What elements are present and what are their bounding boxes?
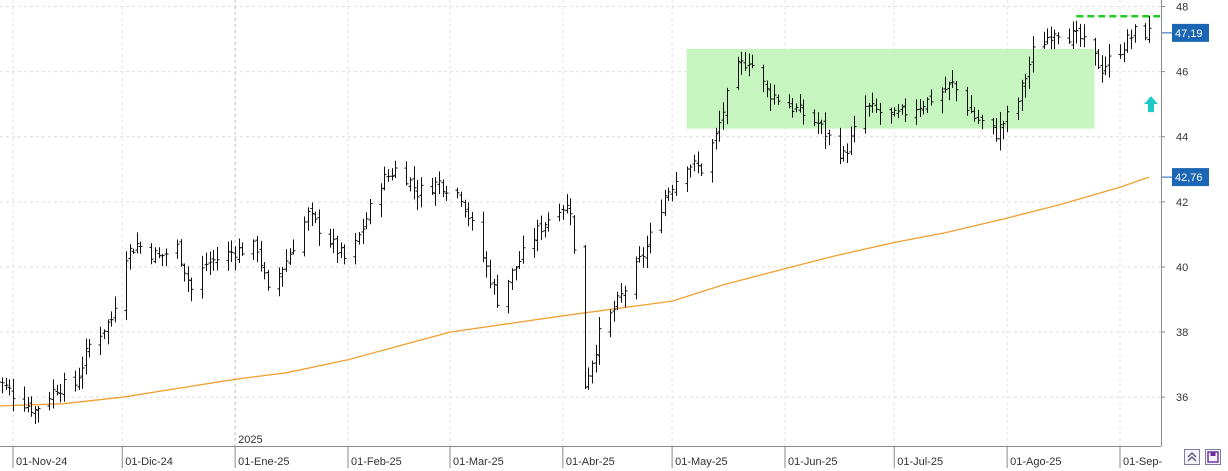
y-tick-label: 48 xyxy=(1176,2,1188,14)
last-price-tag-background xyxy=(1172,23,1209,42)
price-tags: 47,19 42,76 xyxy=(1144,23,1209,187)
y-tick-label: 42 xyxy=(1176,197,1188,209)
y-tick-label: 46 xyxy=(1176,67,1188,79)
x-axis: 01-Nov-24 01-Dic-24 01-Ene-25 01-Feb-25 01-M… xyxy=(12,434,1162,468)
y-axis: 36 38 40 42 44 46 48 xyxy=(1161,2,1188,404)
x-tick-label: 01-Ago-25 xyxy=(1010,456,1061,468)
x-tick-label: 01-Ene-25 xyxy=(238,456,289,468)
x-tick-label: 01-Sep- xyxy=(1123,456,1162,468)
moving-average-tag-background xyxy=(1172,168,1209,187)
double-chevron-up-icon[interactable] xyxy=(1184,449,1200,465)
x-tick-label: 01-Nov-24 xyxy=(16,456,67,468)
price-bars xyxy=(0,15,1152,424)
annotations xyxy=(686,15,1161,129)
moving-average-series xyxy=(0,176,1150,407)
save-icon[interactable] xyxy=(1205,449,1221,465)
y-tick-label: 44 xyxy=(1176,132,1188,144)
x-tick-label: 01-May-25 xyxy=(675,456,728,468)
y-tick-label: 36 xyxy=(1176,392,1188,404)
moving-average-tag: 42,76 xyxy=(1175,172,1203,184)
x-tick-label: 01-Jun-25 xyxy=(788,456,838,468)
x-tick-label: 01-Mar-25 xyxy=(453,456,504,468)
x-tick-label: 01-Dic-24 xyxy=(125,456,173,468)
y-tick-label: 40 xyxy=(1176,262,1188,274)
last-price-tag: 47,19 xyxy=(1175,28,1203,40)
axes xyxy=(0,0,1162,447)
x-tick-label: 01-Feb-25 xyxy=(351,456,402,468)
moving-average-line xyxy=(0,176,1150,407)
y-tick-label: 38 xyxy=(1176,327,1188,339)
consolidation-range xyxy=(686,48,1095,129)
year-label: 2025 xyxy=(238,434,262,446)
x-tick-label: 01-Abr-25 xyxy=(566,456,615,468)
up-arrow-icon xyxy=(1144,96,1158,113)
x-tick-label: 01-Jul-25 xyxy=(897,456,943,468)
